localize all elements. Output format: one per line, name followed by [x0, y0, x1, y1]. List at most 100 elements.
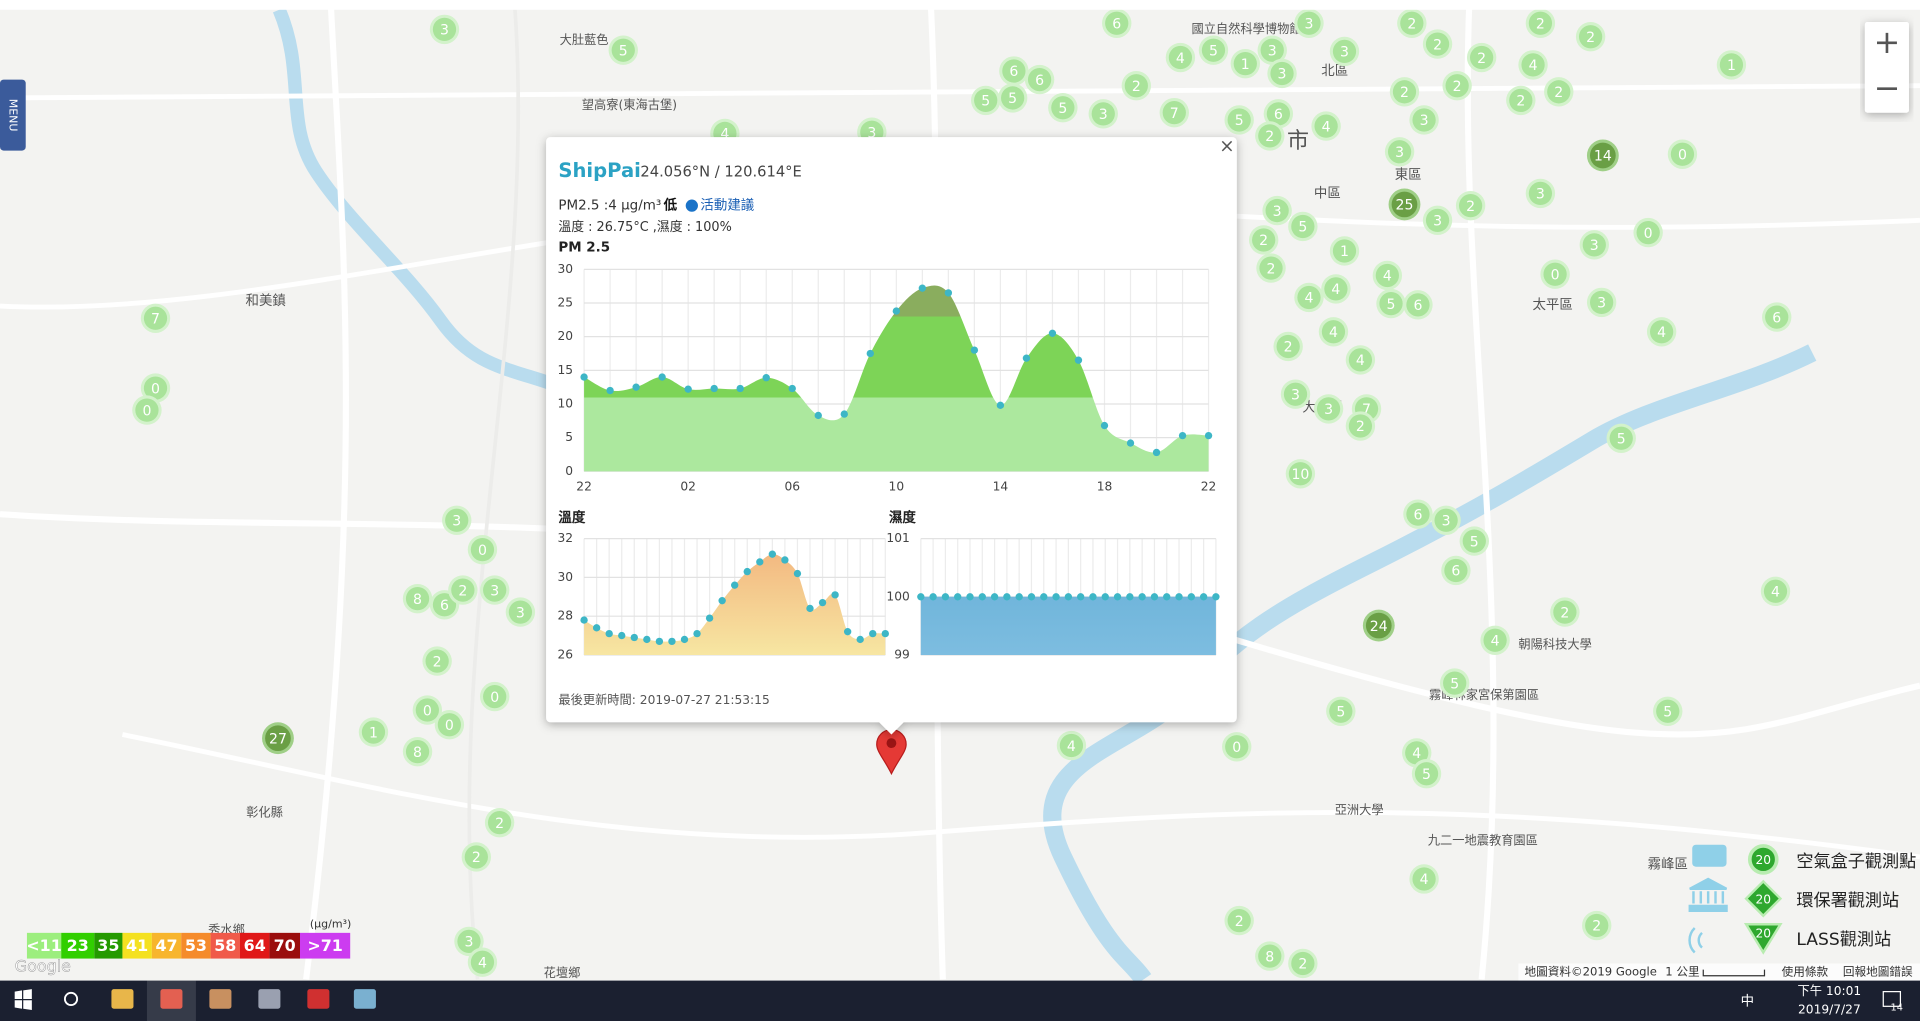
ime-indicator[interactable]: 中	[1741, 993, 1754, 1009]
station-marker[interactable]: 2	[1442, 71, 1472, 101]
station-marker[interactable]: 3	[1088, 99, 1118, 129]
station-marker[interactable]: 4	[1294, 282, 1324, 313]
station-marker[interactable]: 2	[1248, 225, 1279, 255]
attribution[interactable]: 使用條款	[1782, 965, 1829, 979]
station-marker[interactable]: 5	[1411, 759, 1442, 789]
attribution[interactable]: 回報地圖錯誤	[1843, 965, 1913, 979]
station-marker[interactable]: 2	[1273, 331, 1303, 362]
station-marker[interactable]: 5	[1048, 93, 1078, 123]
station-marker[interactable]: 2	[461, 842, 492, 872]
station-marker[interactable]: 1	[358, 717, 389, 747]
station-marker[interactable]: 5	[1198, 35, 1229, 65]
station-marker[interactable]: 6	[1762, 302, 1792, 332]
station-marker[interactable]: 4	[1056, 730, 1087, 761]
clock-time[interactable]: 下午 10:01	[1798, 984, 1862, 998]
station-marker[interactable]: 2	[1255, 121, 1285, 151]
popup-close[interactable]: ×	[1219, 136, 1234, 157]
station-marker[interactable]: 1	[1329, 236, 1360, 266]
station-marker[interactable]: 2	[1575, 22, 1606, 52]
station-marker[interactable]: 8	[402, 736, 433, 767]
station-marker[interactable]: 2	[1506, 85, 1536, 116]
taskbar-app[interactable]	[258, 989, 281, 1009]
station-marker[interactable]: 1	[1230, 48, 1260, 79]
station-marker[interactable]: 3	[1431, 505, 1461, 535]
station-marker[interactable]: 3	[442, 505, 472, 535]
station-marker[interactable]: 2	[1345, 411, 1376, 441]
station-marker[interactable]: 4	[467, 947, 498, 977]
taskbar-app[interactable]	[160, 989, 183, 1009]
station-marker[interactable]: 5	[1653, 696, 1683, 726]
station-marker[interactable]: 0	[1633, 217, 1663, 248]
station-marker[interactable]: 6	[1403, 499, 1433, 529]
station-marker[interactable]: 4	[1345, 345, 1376, 375]
station-marker[interactable]: 10	[1285, 459, 1316, 489]
taskbar-app[interactable]	[209, 989, 232, 1009]
station-marker[interactable]: 3	[1579, 230, 1609, 260]
station-marker[interactable]: 4	[1518, 50, 1548, 80]
zoom-out[interactable]: −	[1874, 68, 1901, 106]
station-marker[interactable]: 24	[1362, 609, 1395, 642]
station-marker[interactable]: 3	[1329, 36, 1360, 67]
station-marker[interactable]: 2	[1525, 8, 1556, 38]
station-marker[interactable]: 5	[1459, 526, 1489, 556]
station-marker[interactable]: 2	[1256, 253, 1286, 283]
taskbar-app[interactable]	[353, 989, 376, 1009]
station-marker[interactable]: 3	[1294, 8, 1324, 38]
taskbar-app[interactable]	[307, 989, 330, 1009]
station-marker[interactable]: 4	[1646, 317, 1677, 347]
menu-label[interactable]: MENU	[6, 99, 19, 132]
station-marker[interactable]: 3	[1586, 287, 1617, 318]
station-marker[interactable]: 3	[429, 14, 460, 45]
station-marker[interactable]: 4	[1409, 864, 1439, 894]
station-marker[interactable]: 3	[1262, 195, 1292, 226]
station-marker[interactable]: 6	[1441, 555, 1471, 586]
station-marker[interactable]: 3	[1280, 379, 1311, 409]
station-marker[interactable]: 2	[1224, 905, 1254, 936]
station-marker[interactable]: 3	[1422, 205, 1453, 236]
station-marker[interactable]: 3	[1384, 137, 1415, 167]
station-marker[interactable]: 2	[1466, 42, 1497, 73]
station-marker[interactable]: 0	[480, 681, 510, 712]
station-marker[interactable]: 3	[1313, 394, 1344, 424]
station-marker[interactable]: 4	[1760, 576, 1791, 606]
station-marker[interactable]: 0	[140, 373, 171, 403]
advice-link[interactable]: 活動建議	[700, 198, 754, 214]
station-marker[interactable]: 2	[1397, 8, 1427, 38]
station-marker[interactable]: 1	[1716, 50, 1747, 80]
station-marker[interactable]: 5	[971, 85, 1001, 116]
station-marker[interactable]: 5	[1326, 696, 1356, 726]
station-marker[interactable]: 2	[1455, 190, 1486, 221]
station-marker[interactable]: 3	[505, 597, 536, 627]
station-marker[interactable]: 3	[1409, 105, 1439, 135]
station-marker[interactable]: 7	[140, 303, 171, 333]
station-marker[interactable]: 5	[608, 35, 638, 65]
station-marker[interactable]: 4	[1165, 42, 1196, 73]
notification-icon[interactable]	[1882, 991, 1902, 1007]
station-marker[interactable]: 2	[422, 646, 452, 676]
station-marker[interactable]: 8	[1255, 941, 1285, 971]
station-marker[interactable]: 5	[1288, 211, 1318, 242]
station-marker[interactable]: 0	[412, 695, 443, 725]
station-marker[interactable]: 2	[1389, 77, 1420, 107]
station-marker[interactable]: 14	[1586, 139, 1619, 172]
station-marker[interactable]: 7	[1159, 97, 1189, 128]
station-marker[interactable]: 6	[1403, 290, 1433, 320]
clock-date[interactable]: 2019/7/27	[1798, 1002, 1861, 1016]
station-marker[interactable]: 3	[1525, 178, 1556, 209]
start-button[interactable]	[14, 989, 32, 1010]
station-marker[interactable]: 2	[1422, 29, 1453, 59]
station-marker[interactable]: 25	[1388, 188, 1421, 221]
station-marker[interactable]: 3	[1257, 35, 1287, 65]
taskbar-app[interactable]	[111, 989, 134, 1009]
station-marker[interactable]: 5	[997, 83, 1028, 113]
search-icon[interactable]	[63, 991, 79, 1007]
station-marker[interactable]: 6	[999, 56, 1029, 86]
station-marker[interactable]: 6	[1102, 8, 1132, 38]
station-marker[interactable]: 0	[467, 534, 498, 565]
station-marker[interactable]: 2	[1544, 77, 1574, 107]
station-marker[interactable]: 5	[1606, 423, 1636, 453]
zoom-in[interactable]: +	[1874, 23, 1901, 61]
station-marker[interactable]: 6	[1263, 99, 1294, 129]
station-marker[interactable]: 2	[1582, 910, 1612, 941]
station-marker[interactable]: 5	[1224, 105, 1254, 135]
